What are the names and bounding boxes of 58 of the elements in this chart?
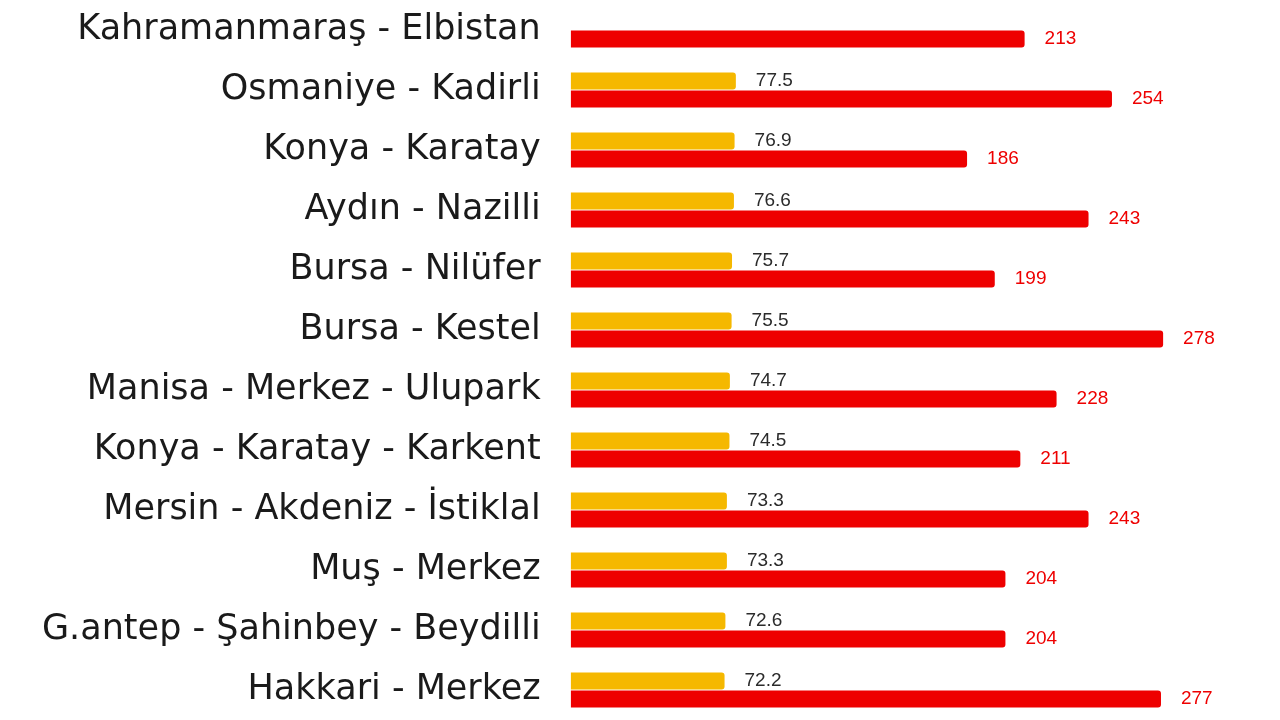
y-tick-label: Konya - Karatay - Karkent (93, 427, 541, 468)
y-tick-label: Muş - Merkez (310, 547, 541, 588)
bar (570, 90, 1112, 108)
data-label: 243 (1108, 207, 1141, 229)
data-label: 73.3 (746, 549, 784, 571)
data-label: 204 (1025, 627, 1058, 649)
bar (570, 30, 1025, 48)
y-tick-label: Manisa - Merkez - Ulupark (86, 367, 542, 408)
bar (570, 492, 727, 510)
bar (570, 510, 1089, 528)
data-label: 72.6 (745, 609, 783, 631)
bar (570, 390, 1057, 408)
data-label: 213 (1044, 27, 1077, 49)
y-tick-label: G.antep - Şahinbey - Beydilli (42, 607, 541, 648)
bar (570, 270, 995, 288)
data-label: 73.3 (746, 489, 784, 511)
data-label: 228 (1076, 387, 1109, 409)
data-label: 72.2 (744, 669, 782, 691)
bar (570, 450, 1021, 468)
bar (570, 432, 730, 450)
data-label: 277 (1180, 687, 1213, 709)
bar (570, 570, 1006, 588)
y-tick-label: Kahramanmaraş - Elbistan (77, 7, 541, 48)
data-label: 199 (1014, 267, 1047, 289)
y-tick-label: Hakkari - Merkez (247, 667, 541, 708)
data-label: 186 (987, 147, 1019, 169)
data-label: 75.7 (752, 249, 789, 271)
y-tick-label: Mersin - Akdeniz - İstiklal (103, 486, 541, 528)
data-label: 254 (1131, 87, 1165, 109)
bar (570, 132, 735, 150)
data-label: 204 (1025, 567, 1058, 589)
data-label: 211 (1040, 447, 1071, 469)
y-tick-label: Bursa - Kestel (299, 307, 541, 348)
bar (570, 252, 733, 270)
bar (570, 330, 1164, 348)
bar (570, 612, 726, 630)
data-label: 74.5 (749, 429, 787, 451)
data-label: 77.5 (755, 69, 793, 91)
bar (570, 72, 736, 90)
bar (570, 630, 1006, 648)
data-label: 75.5 (751, 309, 789, 331)
bar (570, 690, 1161, 708)
data-label: 74.7 (749, 369, 787, 391)
bar (570, 312, 732, 330)
bar (570, 150, 968, 168)
bar (570, 210, 1089, 228)
data-label: 278 (1183, 327, 1215, 349)
bar (570, 552, 727, 570)
data-label: 76.9 (754, 129, 792, 151)
data-label: 243 (1108, 507, 1141, 529)
y-tick-label: Osmaniye - Kadirli (220, 67, 541, 108)
y-tick-label: Bursa - Nilüfer (289, 247, 542, 288)
bar (570, 192, 734, 210)
y-tick-label: Konya - Karatay (263, 127, 541, 168)
data-label: 76.6 (753, 189, 791, 211)
bar (570, 372, 730, 390)
bar (570, 672, 725, 690)
y-tick-label: Aydın - Nazilli (304, 187, 541, 228)
